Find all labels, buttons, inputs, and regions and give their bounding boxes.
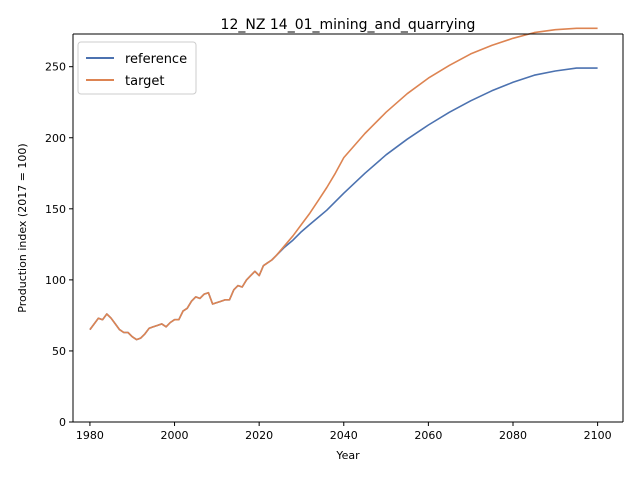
- series-lines: [89, 27, 598, 341]
- x-tick-label: 2020: [245, 429, 273, 442]
- x-axis-ticks: 1980 2000 2020 2040 2060 2080 2100: [76, 422, 612, 442]
- x-tick-label: 2080: [499, 429, 527, 442]
- x-tick-label: 2100: [584, 429, 612, 442]
- legend: reference target: [77, 41, 197, 95]
- y-tick-label: 200: [45, 132, 66, 145]
- y-axis-label: Production index (2017 = 100): [16, 143, 29, 312]
- x-tick-label: 1980: [76, 429, 104, 442]
- y-tick-label: 0: [59, 416, 66, 429]
- x-axis-label: Year: [335, 449, 360, 462]
- y-tick-label: 50: [52, 345, 66, 358]
- y-tick-label: 150: [45, 203, 66, 216]
- legend-label-target: target: [125, 74, 165, 89]
- x-tick-label: 2040: [330, 429, 358, 442]
- plot-area: [73, 34, 623, 422]
- legend-label-reference: reference: [125, 52, 187, 67]
- x-tick-label: 2000: [161, 429, 189, 442]
- series-line-target: [89, 27, 598, 341]
- y-axis-ticks: 0 50 100 150 200 250: [45, 61, 73, 429]
- y-tick-label: 250: [45, 61, 66, 74]
- chart-title: 12_NZ 14_01_mining_and_quarrying: [221, 17, 476, 33]
- x-tick-label: 2060: [414, 429, 442, 442]
- y-tick-label: 100: [45, 274, 66, 287]
